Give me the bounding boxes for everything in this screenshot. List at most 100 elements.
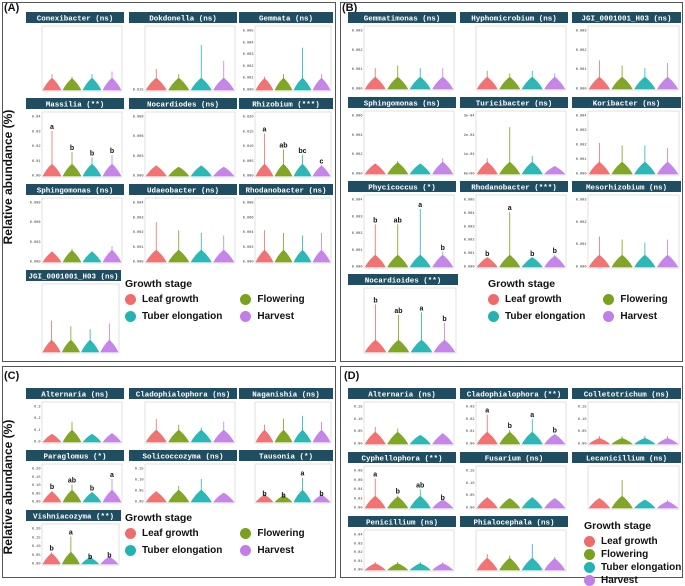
- significance-letter: c: [320, 158, 324, 165]
- facet-plot-area: [254, 25, 332, 92]
- violin-body: [656, 437, 679, 445]
- y-axis-label-top: Relative abundance (%): [1, 109, 15, 245]
- facet-title-bar: [239, 12, 333, 23]
- significance-letter: b: [281, 492, 285, 499]
- y-tick-label: 0.20: [32, 528, 41, 532]
- legend-b: Growth stage Leaf growth Flowering Tuber…: [488, 278, 668, 322]
- violin-body: [145, 429, 167, 443]
- violin-body: [432, 563, 454, 571]
- violin-body: [364, 339, 387, 353]
- legend-dot: [488, 311, 499, 322]
- significance-letter: b: [70, 145, 74, 152]
- y-tick-label: 0.006: [243, 216, 254, 220]
- violin-body: [82, 163, 102, 177]
- panel-letter-b: (B): [342, 2, 358, 14]
- violin-body: [213, 166, 235, 177]
- facet-chart: JGI_0001001_H03 (ns) 0.003 0.002 0.001 0.000: [572, 12, 681, 92]
- violin-body: [611, 161, 633, 175]
- violin-body: [82, 77, 102, 91]
- violin-body: [255, 163, 274, 177]
- legend-a: Growth stage Leaf growth Flowering Tuber…: [125, 278, 305, 322]
- y-tick-label: 0.10: [466, 482, 475, 486]
- y-tick-label: 0.20: [32, 468, 41, 472]
- violin-body: [312, 249, 331, 263]
- facet-title-bar: [348, 12, 456, 23]
- violin-body: [387, 76, 409, 90]
- violin-body: [499, 254, 521, 268]
- legend-title: Growth stage: [488, 278, 556, 290]
- violin-body: [168, 166, 190, 177]
- facet-title: Sphingomonas (ns): [364, 101, 441, 109]
- y-tick-label: 0.015: [243, 130, 254, 134]
- violin-body: [145, 491, 167, 503]
- y-tick-label: 0.008: [243, 202, 254, 206]
- facet-title: Paraglomus (*): [43, 454, 106, 462]
- violin-body: [100, 556, 119, 565]
- legend-item-flowering: Flowering: [603, 294, 668, 305]
- significance-letter: bc: [298, 148, 306, 155]
- y-tick-label: 0.15: [32, 536, 41, 540]
- facet-title: Phialocephala (ns): [473, 520, 554, 528]
- y-tick-label: 0.000: [243, 261, 254, 265]
- significance-letter: a: [301, 471, 305, 478]
- facet-plot-area: [144, 197, 236, 264]
- y-tick-label: 3e-04: [464, 115, 475, 119]
- violin-body: [476, 161, 498, 175]
- violin-body: [634, 76, 656, 90]
- y-axis-label-bottom: Relative abundance (%): [1, 419, 15, 555]
- violin-body: [61, 339, 80, 353]
- legend-item-flowering: Flowering: [240, 528, 305, 539]
- y-tick-label: 0.00: [135, 501, 144, 505]
- violin-body: [611, 76, 633, 90]
- facet-title-bar: [239, 388, 333, 399]
- y-tick-label: 0.02: [354, 497, 363, 501]
- y-tick-label: 0.01: [354, 560, 363, 564]
- facet-chart: Tausonia (*) b b a b: [239, 450, 333, 504]
- facet-title: Solicoccozyma (ns): [142, 454, 223, 462]
- violin-body: [588, 498, 611, 509]
- violin-body: [42, 251, 62, 263]
- y-tick-label: 0.10: [32, 545, 41, 549]
- legend-dot: [240, 545, 252, 556]
- facet-plot-area: [475, 110, 567, 176]
- legend-item-flowering: Flowering: [240, 294, 305, 305]
- y-tick-label: 0.004: [243, 231, 254, 235]
- facet-chart: Cladophialophora (ns): [129, 388, 237, 444]
- violin-body: [102, 433, 122, 443]
- y-tick-label: 0.00: [32, 563, 41, 567]
- y-tick-label: 0.000: [243, 89, 254, 93]
- violin-body: [42, 491, 62, 503]
- facet-title: Conexibacter (ns): [37, 16, 114, 24]
- legend-title: Growth stage: [584, 520, 652, 532]
- y-tick-label: 0.010: [243, 145, 254, 149]
- facet-plot-area: [144, 25, 236, 92]
- violin-body: [544, 76, 566, 90]
- facet-title: Fusarium (ns): [485, 456, 544, 464]
- facet-plot-area: [41, 25, 123, 92]
- y-tick-label: 0.004: [133, 202, 144, 206]
- y-tick-label: 0.004: [352, 134, 363, 138]
- significance-letter: ab: [394, 217, 402, 224]
- legend-item-tuber-elongation: Tuber elongation: [125, 311, 222, 322]
- violin-body: [168, 429, 190, 443]
- facet-plot-area: [475, 194, 567, 269]
- violin-body: [656, 161, 679, 175]
- violin-body: [588, 76, 611, 90]
- significance-letter: b: [107, 553, 111, 560]
- facet-chart: Naganishia (ns): [239, 388, 333, 444]
- violin-body: [80, 557, 100, 565]
- facet-title-bar: [129, 98, 237, 109]
- legend-item-leaf-growth: Leaf growth: [584, 536, 681, 547]
- violin-body: [387, 563, 409, 571]
- violin-body: [255, 249, 274, 263]
- violin-body: [432, 161, 454, 175]
- significance-letter: a: [69, 529, 73, 536]
- facet-title-bar: [129, 450, 237, 461]
- violin-body: [656, 76, 679, 90]
- facet-plot-area: [587, 25, 680, 91]
- significance-letter: a: [418, 202, 422, 209]
- significance-letter: b: [90, 486, 94, 493]
- violin-body: [145, 165, 167, 177]
- facet-title-bar: [348, 516, 456, 527]
- facet-chart: Turicibacter (ns) 3e-04 2e-04 1e-04 0e+00: [460, 97, 568, 177]
